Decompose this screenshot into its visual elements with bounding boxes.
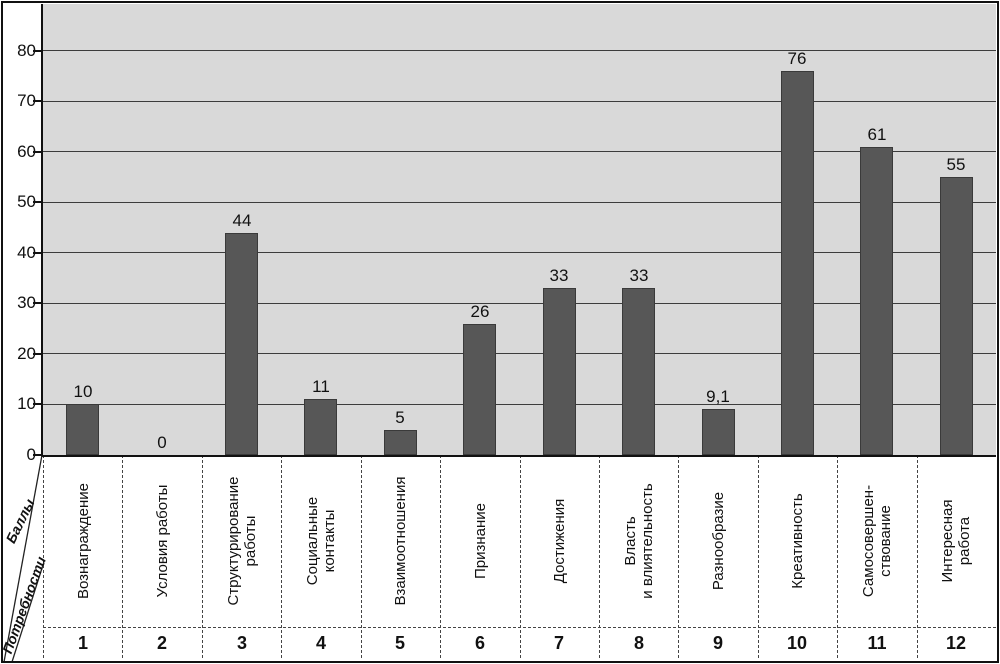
bar-value-6: 26 xyxy=(470,302,490,321)
y-tick-40 xyxy=(33,251,43,254)
axis-corner-divider xyxy=(3,455,44,662)
bar-10 xyxy=(781,71,814,455)
category-label-8: Власть и влиятельность xyxy=(622,483,656,599)
y-tick-label-60: 60 xyxy=(17,141,36,161)
category-number-9: 9 xyxy=(712,633,723,653)
category-number-8: 8 xyxy=(633,633,644,653)
y-tick-80 xyxy=(33,49,43,52)
gridline-10 xyxy=(43,403,996,405)
y-tick-label-70: 70 xyxy=(17,91,36,111)
bar-12 xyxy=(940,177,973,455)
bar-value-5: 5 xyxy=(395,408,405,427)
y-tick-70 xyxy=(33,100,43,103)
category-separator-6 xyxy=(520,455,521,658)
bar-value-7: 33 xyxy=(549,266,569,285)
number-row-separator xyxy=(43,627,996,628)
category-separator-2 xyxy=(202,455,203,658)
bar-value-9: 9,1 xyxy=(706,387,730,406)
y-tick-10 xyxy=(33,403,43,406)
category-separator-8 xyxy=(678,455,679,658)
category-number-10: 10 xyxy=(786,633,808,653)
category-separator-0 xyxy=(43,455,44,658)
y-tick-label-10: 10 xyxy=(17,394,36,414)
x-axis-baseline xyxy=(41,455,996,457)
category-label-1: Вознаграждение xyxy=(74,483,92,599)
category-number-12: 12 xyxy=(945,633,967,653)
y-tick-label-0: 0 xyxy=(26,445,36,464)
bar-value-8: 33 xyxy=(629,266,649,285)
category-separator-1 xyxy=(122,455,123,658)
category-label-6: Признание xyxy=(471,503,489,580)
bar-value-4: 11 xyxy=(312,377,330,396)
category-number-3: 3 xyxy=(236,633,247,653)
gridline-20 xyxy=(43,353,996,355)
bar-3 xyxy=(225,233,258,455)
y-tick-50 xyxy=(33,201,43,204)
gridline-30 xyxy=(43,302,996,304)
category-label-11: Самосовершен- ствование xyxy=(860,484,894,598)
y-tick-label-30: 30 xyxy=(17,293,36,313)
y-tick-label-40: 40 xyxy=(17,242,36,262)
gridline-70 xyxy=(43,100,996,102)
plot-area xyxy=(43,4,996,455)
bar-6 xyxy=(463,324,496,455)
bar-8 xyxy=(622,288,655,455)
category-separator-3 xyxy=(281,455,282,658)
bar-value-11: 61 xyxy=(867,125,887,144)
y-tick-20 xyxy=(33,352,43,355)
y-axis-line xyxy=(41,4,43,457)
bar-1 xyxy=(66,404,99,455)
category-label-10: Креативность xyxy=(788,493,806,589)
bar-7 xyxy=(543,288,576,455)
y-tick-60 xyxy=(33,150,43,153)
category-separator-9 xyxy=(758,455,759,658)
gridline-40 xyxy=(43,252,996,254)
gridline-80 xyxy=(43,50,996,52)
category-separator-4 xyxy=(361,455,362,658)
category-number-5: 5 xyxy=(394,633,405,653)
category-number-4: 4 xyxy=(315,633,326,653)
category-label-7: Достижения xyxy=(550,498,568,584)
bar-value-3: 44 xyxy=(232,211,252,230)
bar-9 xyxy=(702,409,735,455)
y-tick-label-80: 80 xyxy=(17,40,36,60)
y-tick-0 xyxy=(33,454,43,456)
bar-11 xyxy=(860,147,893,455)
category-number-11: 11 xyxy=(867,633,887,653)
y-tick-label-20: 20 xyxy=(17,343,36,363)
category-number-2: 2 xyxy=(156,633,167,653)
category-number-6: 6 xyxy=(474,633,485,653)
y-tick-label-50: 50 xyxy=(17,192,36,212)
bar-value-10: 76 xyxy=(787,49,807,68)
bar-value-12: 55 xyxy=(946,155,966,174)
y-tick-30 xyxy=(33,302,43,305)
gridline-60 xyxy=(43,151,996,153)
category-separator-11 xyxy=(917,455,918,658)
category-label-2: Условия работы xyxy=(153,484,171,598)
bar-4 xyxy=(304,399,337,455)
bar-value-1: 10 xyxy=(73,382,93,401)
category-label-5: Взаимоотношения xyxy=(391,476,409,606)
category-separator-10 xyxy=(837,455,838,658)
category-label-12: Интересная работа xyxy=(939,499,973,583)
category-label-4: Социальные контакты xyxy=(304,496,338,586)
category-number-1: 1 xyxy=(77,633,88,653)
bar-5 xyxy=(384,430,417,455)
gridline-50 xyxy=(43,201,996,203)
category-separator-7 xyxy=(599,455,600,658)
category-separator-5 xyxy=(440,455,441,658)
category-label-3: Структурирование работы xyxy=(225,476,259,606)
bar-value-2: 0 xyxy=(157,433,167,452)
category-number-7: 7 xyxy=(553,633,564,653)
category-label-9: Разнообразие xyxy=(709,491,727,591)
